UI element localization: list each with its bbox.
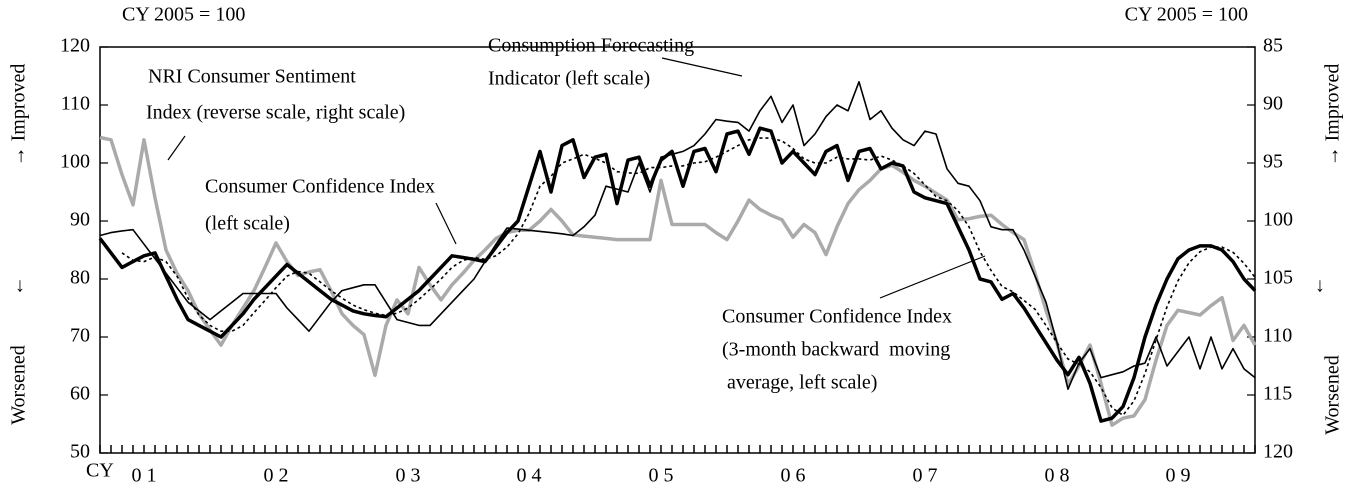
x-tick-label: 0 4 bbox=[517, 465, 542, 487]
leader-line bbox=[879, 255, 986, 299]
side-label: ↓ bbox=[1315, 275, 1325, 297]
x-tick-label: 0 9 bbox=[1166, 465, 1191, 487]
side-label: → Improved bbox=[1322, 64, 1344, 167]
y2-tick-label: 90 bbox=[1263, 93, 1283, 115]
y2-tick-label: 85 bbox=[1263, 35, 1283, 57]
series-label: Index (reverse scale, right scale) bbox=[146, 102, 405, 124]
x-tick-label: 0 2 bbox=[264, 465, 289, 487]
series-label: (left scale) bbox=[205, 213, 290, 235]
series-label: average, left scale) bbox=[722, 372, 877, 394]
right-unit: CY 2005 = 100 bbox=[1125, 4, 1248, 26]
leader-line bbox=[661, 57, 743, 77]
leader-lines bbox=[167, 57, 986, 299]
y2-tick-label: 95 bbox=[1263, 151, 1283, 173]
y2-tick-label: 105 bbox=[1263, 267, 1293, 289]
y2-tick-label: 115 bbox=[1263, 383, 1292, 405]
y-tick-label: 90 bbox=[70, 209, 90, 231]
x-axis-label: CY bbox=[86, 460, 114, 482]
series-label: NRI Consumer Sentiment bbox=[148, 66, 356, 88]
series-label: Consumer Confidence Index bbox=[205, 176, 435, 198]
y2-tick-label: 110 bbox=[1263, 325, 1292, 347]
x-tick-label: 0 6 bbox=[781, 465, 806, 487]
y-tick-label: 60 bbox=[70, 383, 90, 405]
left-unit: CY 2005 = 100 bbox=[122, 4, 245, 26]
y-tick-label: 50 bbox=[70, 441, 90, 463]
series-label: Indicator (left scale) bbox=[488, 68, 650, 90]
y-tick-label: 70 bbox=[70, 325, 90, 347]
x-tick-label: 0 3 bbox=[396, 465, 421, 487]
side-label: Worsened bbox=[1322, 355, 1344, 434]
side-label: Worsened bbox=[8, 345, 30, 424]
series-line bbox=[99, 81, 1256, 390]
side-label: → Improved bbox=[8, 64, 30, 167]
y-tick-label: 80 bbox=[70, 267, 90, 289]
x-tick-label: 0 5 bbox=[649, 465, 674, 487]
series-label: (3-month backward moving bbox=[722, 339, 950, 361]
plot-frame bbox=[99, 46, 1256, 454]
y2-tick-label: 100 bbox=[1263, 209, 1293, 231]
series-label: Consumer Confidence Index bbox=[722, 306, 952, 328]
y-tick-label: 110 bbox=[61, 93, 90, 115]
y-tick-label: 100 bbox=[60, 151, 90, 173]
y2-tick-label: 120 bbox=[1263, 441, 1293, 463]
side-label: ↓ bbox=[15, 275, 25, 297]
series-label: Consumption Forecasting bbox=[488, 35, 694, 57]
y-tick-label: 120 bbox=[60, 35, 90, 57]
x-tick-label: 0 1 bbox=[132, 465, 157, 487]
series-line bbox=[98, 126, 1257, 423]
x-tick-label: 0 7 bbox=[913, 465, 938, 487]
leader-line bbox=[435, 202, 457, 245]
x-tick-label: 0 8 bbox=[1045, 465, 1070, 487]
leader-line bbox=[167, 135, 186, 161]
